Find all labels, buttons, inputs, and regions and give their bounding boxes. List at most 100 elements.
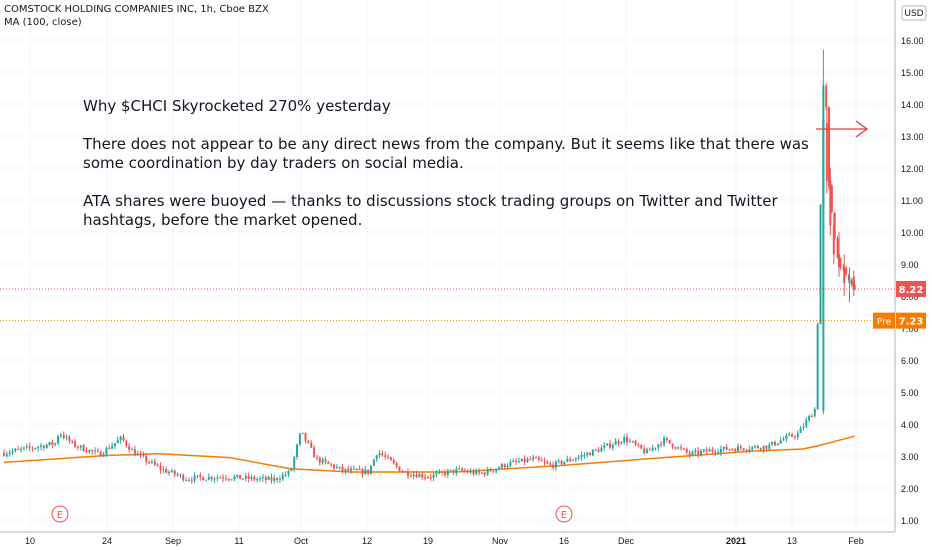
- earnings-circle: [555, 505, 573, 523]
- candle: [611, 442, 614, 451]
- candle-body: [503, 464, 506, 468]
- candle-body: [20, 448, 23, 450]
- candle: [173, 469, 176, 477]
- candle-body: [566, 458, 569, 462]
- candle-body: [131, 449, 134, 451]
- candle-body: [82, 445, 85, 451]
- candle-body: [111, 445, 114, 449]
- candle-body: [680, 447, 683, 449]
- candle: [227, 478, 230, 482]
- candle: [546, 459, 549, 465]
- candle: [352, 465, 355, 470]
- candle: [202, 476, 205, 481]
- candle-body: [725, 446, 728, 450]
- candle-body: [529, 459, 532, 461]
- candle-body: [554, 461, 557, 468]
- y-tick-label: 11.00: [901, 196, 923, 206]
- candle: [358, 465, 361, 471]
- candle: [617, 438, 620, 447]
- candle-body: [708, 449, 711, 452]
- candle: [65, 434, 68, 441]
- candle: [725, 444, 728, 451]
- candle-body: [822, 120, 825, 412]
- candle: [438, 468, 441, 475]
- candle-body: [321, 459, 324, 463]
- candle: [247, 472, 250, 483]
- candle: [515, 457, 518, 466]
- candle: [506, 463, 509, 470]
- candle-body: [626, 437, 629, 442]
- candle: [378, 450, 381, 458]
- candle: [372, 458, 375, 467]
- candle: [418, 472, 421, 478]
- candle: [848, 267, 851, 303]
- candle-body: [671, 443, 674, 448]
- candle-body: [256, 479, 259, 481]
- candle: [682, 447, 685, 451]
- candle-body: [751, 447, 754, 450]
- candle: [170, 468, 173, 473]
- candle: [250, 474, 253, 482]
- candle-body: [432, 474, 435, 478]
- candle-body: [446, 470, 449, 475]
- candle: [162, 465, 165, 474]
- candle: [415, 470, 418, 479]
- candle-body: [569, 458, 572, 461]
- candle-body: [375, 455, 378, 460]
- candle: [79, 444, 82, 451]
- candle-body: [113, 443, 116, 446]
- candle-body: [344, 468, 347, 471]
- candle-body: [731, 449, 734, 451]
- candle: [256, 476, 259, 483]
- y-tick-label: 2.00: [901, 484, 919, 494]
- candle: [244, 472, 247, 482]
- candle-body: [838, 254, 841, 268]
- candle: [663, 435, 666, 448]
- y-tick-label: 10.00: [901, 228, 924, 238]
- candle: [14, 447, 17, 453]
- candle-body: [535, 457, 538, 459]
- candle: [193, 472, 196, 484]
- moving-average-layer: [3, 435, 855, 473]
- candle-body: [136, 453, 139, 456]
- candle-body: [341, 466, 344, 471]
- candle: [216, 474, 219, 482]
- candle-body: [99, 451, 102, 457]
- candle-body: [338, 466, 341, 468]
- arrow-head: [855, 120, 869, 138]
- candle: [284, 471, 287, 477]
- candle-body: [682, 448, 685, 450]
- candle-body: [68, 436, 71, 442]
- candle-body: [825, 85, 828, 108]
- candle: [239, 474, 242, 480]
- candle-body: [45, 444, 48, 449]
- candle: [829, 168, 832, 236]
- candle-body: [668, 439, 671, 444]
- candle-body: [37, 446, 40, 448]
- candle-body: [532, 457, 535, 460]
- candle: [569, 456, 572, 463]
- pre-market-tag: [873, 312, 895, 329]
- candle-body: [31, 447, 34, 449]
- candle-body: [304, 432, 307, 441]
- candle: [133, 445, 136, 456]
- candle: [253, 475, 256, 482]
- candle: [745, 448, 748, 453]
- candle-body: [549, 463, 552, 465]
- candle-body: [253, 476, 256, 480]
- candle-body: [378, 453, 381, 456]
- candle: [88, 449, 91, 454]
- candle-body: [3, 452, 5, 456]
- y-tick-label: 16.00: [901, 36, 924, 46]
- candle-body: [779, 440, 782, 444]
- candle-body: [597, 449, 600, 452]
- candle: [168, 469, 171, 476]
- candle-body: [643, 448, 646, 454]
- candle: [290, 467, 293, 472]
- candle: [640, 444, 643, 450]
- candle: [179, 473, 182, 478]
- ma-100-line: [3, 435, 855, 473]
- candle-body: [51, 442, 54, 445]
- candle-body: [463, 470, 466, 472]
